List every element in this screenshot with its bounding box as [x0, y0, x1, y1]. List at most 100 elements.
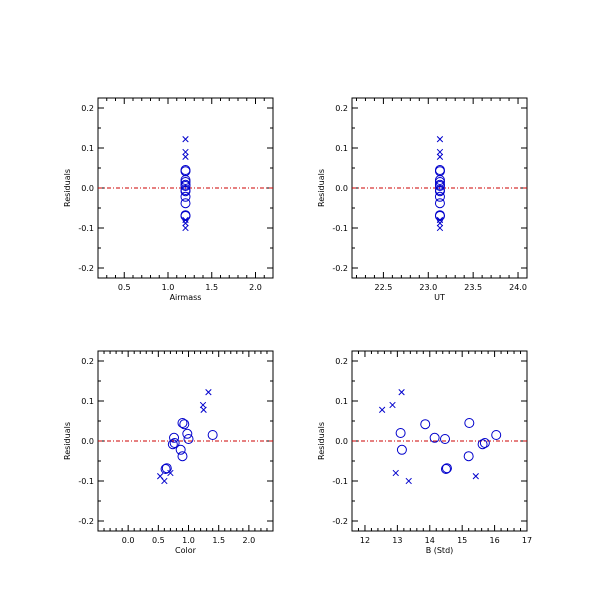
- panel-color-circle-point: [183, 434, 194, 444]
- x-point-stroke: [405, 477, 412, 485]
- panel-color-circle-point: [169, 432, 180, 443]
- panel-ut-y-tick-label: 0.2: [335, 104, 348, 113]
- panel-b-std-y-tick-label: -0.2: [332, 517, 348, 526]
- x-point-stroke: [436, 153, 444, 160]
- panel-color-circle-point: [161, 463, 172, 474]
- panel-color-circle-point: [177, 418, 188, 428]
- panel-color-x-tick-label: 1.5: [212, 536, 225, 545]
- panel-color-y-tick-label: 0.1: [81, 397, 94, 406]
- panel-color-x-point: [200, 406, 207, 413]
- panel-b-std-circle-point: [491, 430, 502, 440]
- panel-b-std-circle-point: [420, 419, 431, 430]
- panel-color-x-point: [167, 469, 174, 477]
- panel-b-std-x-point: [405, 477, 412, 485]
- panel-airmass-x-point: [182, 224, 189, 232]
- panel-ut-x-tick-label: 23.5: [464, 283, 482, 292]
- panel-airmass-x-tick-label: 2.0: [249, 283, 262, 292]
- x-point-stroke: [392, 469, 399, 477]
- panel-ut-x-point: [436, 136, 444, 143]
- panel-b-std-x-point: [472, 473, 479, 480]
- panel-color-y-tick-label: -0.1: [78, 477, 94, 486]
- x-point-stroke: [157, 473, 164, 480]
- panel-b-std-circle-point: [395, 428, 406, 438]
- panel-ut-xlabel: UT: [434, 293, 445, 302]
- panel-color-circle-point: [160, 464, 171, 474]
- panel-b-std-x-tick-label: 17: [522, 536, 532, 545]
- panel-b-std-circle-point: [463, 451, 474, 462]
- panel-color-x-tick-label: 0.5: [152, 536, 165, 545]
- panel-airmass-circle-point: [180, 181, 191, 191]
- panel-color-x-tick-label: 2.0: [242, 536, 255, 545]
- x-point-stroke: [182, 220, 189, 227]
- panel-b-std-x-tick-label: 12: [360, 536, 370, 545]
- panel-b-std-y-tick-label: 0.2: [335, 357, 348, 366]
- panel-color-circle-point: [169, 438, 180, 448]
- panel-ut-x-point: [436, 220, 444, 227]
- panel-b-std: Residuals B (Std) 12 13 14 15 16 17 -0.2 -0.1 0.…: [317, 350, 532, 555]
- panel-color-circle-point: [167, 439, 178, 450]
- panel-airmass-circle-point: [180, 191, 191, 202]
- panel-color-circle-point: [207, 430, 218, 440]
- panel-b-std-x-point: [389, 401, 396, 409]
- panel-airmass-x-point: [182, 153, 189, 160]
- panel-b-std-circle-point: [464, 418, 475, 428]
- panel-b-std-circle-point: [429, 432, 440, 443]
- panel-b-std-y-tick-label: -0.1: [332, 477, 348, 486]
- x-point-stroke: [205, 389, 212, 396]
- panel-airmass-x-tick-label: 1.0: [162, 283, 175, 292]
- panel-color-ylabel: Residuals: [63, 422, 72, 460]
- panel-airmass-y-tick-label: -0.1: [78, 224, 94, 233]
- panel-color-x-point: [161, 477, 168, 485]
- panel-airmass-xlabel: Airmass: [170, 293, 202, 302]
- panel-color-circle-point: [179, 419, 190, 430]
- x-point-stroke: [200, 406, 207, 413]
- panel-b-std-x-point: [378, 406, 386, 413]
- panel-b-std-x-point: [392, 469, 399, 477]
- panel-b-std-ylabel: Residuals: [317, 422, 326, 460]
- panel-ut-y-tick-label: 0.0: [335, 184, 348, 193]
- panel-ut-x-point: [436, 148, 444, 156]
- x-point-stroke: [436, 148, 444, 156]
- x-point-stroke: [182, 136, 189, 143]
- panel-b-std-x-tick-label: 13: [392, 536, 402, 545]
- panel-ut-y-tick-label: -0.1: [332, 224, 348, 233]
- panel-ut-y-tick-label: -0.2: [332, 264, 348, 273]
- panel-airmass-x-point: [182, 220, 189, 227]
- panel-b-std-x-tick-label: 15: [457, 536, 467, 545]
- panel-airmass-y-tick-label: -0.2: [78, 264, 94, 273]
- panel-ut-circle-point: [434, 181, 445, 191]
- panel-airmass-x-point: [182, 148, 189, 156]
- panel-ut-x-tick-label: 24.0: [509, 283, 527, 292]
- panel-color-y-tick-label: 0.2: [81, 357, 94, 366]
- panel-ut-circle-point: [434, 186, 445, 197]
- panel-b-std-x-tick-label: 16: [489, 536, 499, 545]
- panel-b-std-x-point: [398, 389, 405, 396]
- panel-b-std-circle-point: [440, 464, 451, 474]
- x-point-stroke: [182, 224, 189, 232]
- x-point-stroke: [436, 220, 444, 227]
- panel-ut-x-point: [436, 224, 444, 232]
- x-point-stroke: [161, 477, 168, 485]
- panel-color-x-tick-label: 0.0: [122, 536, 135, 545]
- panel-airmass-circle-point: [180, 186, 191, 197]
- panel-color: Residuals Color 0.0 0.5 1.0 1.5 2.0 -0.2 -0.1 0…: [63, 350, 274, 555]
- panel-ut-y-tick-label: 0.1: [335, 144, 348, 153]
- panel-ut-circle-point: [434, 191, 445, 202]
- panel-airmass-x-tick-label: 0.5: [118, 283, 131, 292]
- panel-b-std-circle-point: [477, 439, 488, 450]
- panel-color-x-point: [205, 389, 212, 396]
- x-point-stroke: [398, 389, 405, 396]
- x-point-stroke: [378, 406, 386, 413]
- panel-b-std-circle-point: [440, 434, 451, 444]
- panel-b-std-circle-point: [396, 444, 407, 455]
- panel-airmass-x-point: [182, 136, 189, 143]
- x-point-stroke: [167, 469, 174, 477]
- panel-ut-x-point: [436, 153, 444, 160]
- panel-ut: Residuals UT 22.5 23.0 23.5 24.0 -0.2 -0.1 0.0…: [317, 97, 528, 302]
- panel-b-std-y-tick-label: 0.0: [335, 437, 348, 446]
- panel-color-circle-point: [177, 451, 188, 462]
- panel-airmass-ylabel: Residuals: [63, 169, 72, 207]
- panel-color-xlabel: Color: [175, 546, 197, 555]
